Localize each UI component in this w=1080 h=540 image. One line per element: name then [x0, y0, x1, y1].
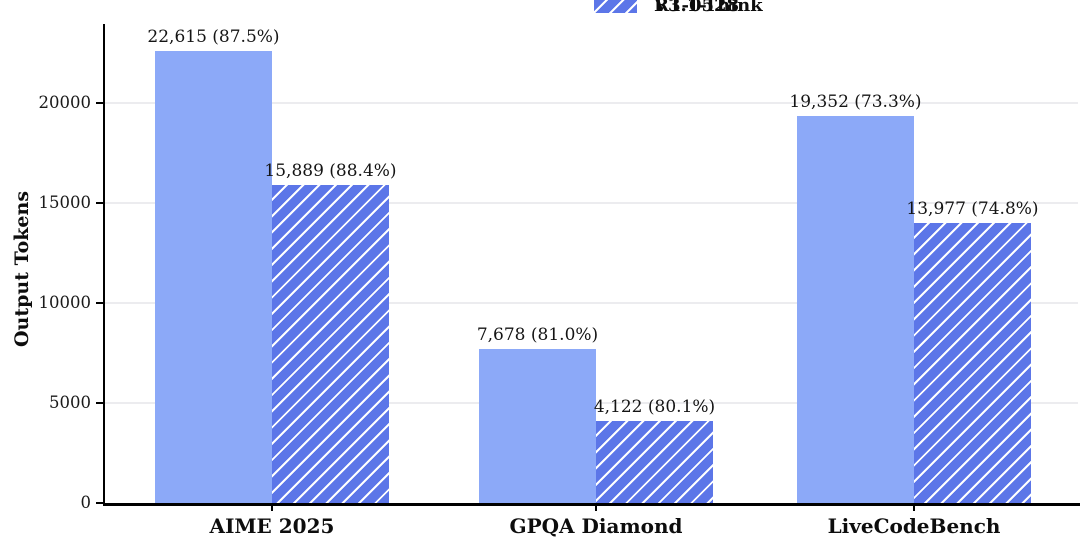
bar-v3-1-think-gpqa-diamond: [596, 420, 713, 503]
x-category-label-gpqa-diamond: GPQA Diamond: [509, 514, 683, 538]
y-tick-label: 20000: [38, 93, 92, 112]
bar-value-label-v3-1-think-livecodebench: 13,977 (74.8%): [906, 199, 1039, 220]
bar-value-label-v3-1-think-aime-2025: 15,889 (88.4%): [264, 161, 397, 182]
bar-value-label-r1-0528-aime-2025: 22,615 (87.5%): [147, 26, 280, 47]
x-tick-mark: [913, 505, 915, 511]
gridline: [105, 302, 1078, 304]
x-category-label-livecodebench: LiveCodeBench: [827, 514, 1001, 538]
bar-v3-1-think-livecodebench: [914, 223, 1031, 503]
bar-value-label-v3-1-think-gpqa-diamond: 4,122 (80.1%): [593, 396, 716, 417]
x-tick-mark: [595, 505, 597, 511]
y-axis-line: [103, 24, 105, 505]
bar-v3-1-think-aime-2025: [272, 185, 389, 503]
gridline: [105, 202, 1078, 204]
y-tick-mark: [96, 402, 103, 404]
bar-r1-0528-aime-2025: [155, 50, 272, 503]
y-tick-mark: [96, 102, 103, 104]
legend-label-r1-0528: R1-0528: [654, 0, 740, 16]
y-tick-label: 15000: [38, 193, 92, 212]
bar-value-label-r1-0528-gpqa-diamond: 7,678 (81.0%): [476, 325, 599, 346]
y-tick-label: 10000: [38, 293, 92, 312]
x-tick-mark: [271, 505, 273, 511]
legend-entry-v31-think: V3.1-Think: [594, 0, 763, 16]
legend-swatch-hatched: [594, 0, 637, 13]
x-axis-line: [103, 503, 1080, 506]
gridline: [105, 102, 1078, 104]
y-tick-mark: [96, 502, 103, 504]
bar-value-label-r1-0528-livecodebench: 19,352 (73.3%): [789, 91, 922, 112]
y-tick-mark: [96, 302, 103, 304]
bar-r1-0528-livecodebench: [797, 115, 914, 503]
bar-r1-0528-gpqa-diamond: [479, 349, 596, 503]
y-tick-label: 5000: [49, 393, 91, 412]
x-category-label-aime-2025: AIME 2025: [209, 514, 335, 538]
y-tick-label: 0: [80, 493, 92, 512]
legend-label-v31-think: V3.1-Think: [654, 0, 763, 16]
y-tick-mark: [96, 202, 103, 204]
